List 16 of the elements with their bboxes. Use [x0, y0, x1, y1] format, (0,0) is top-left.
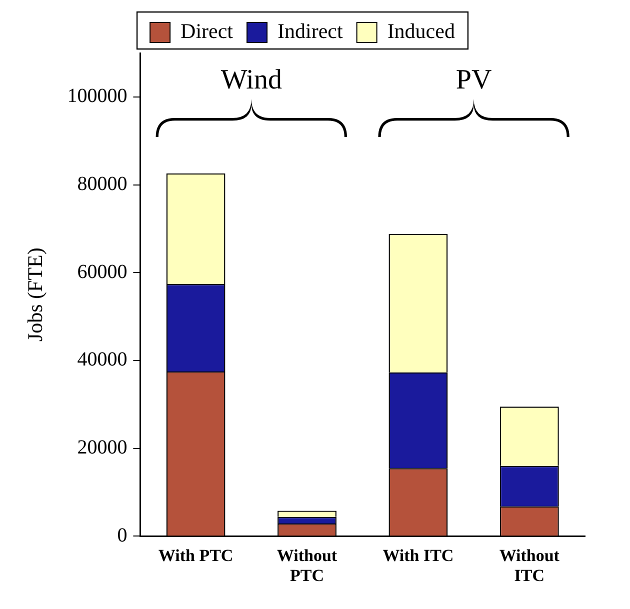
- legend-label: Induced: [387, 19, 456, 44]
- x-tick-label: With PTC: [158, 546, 234, 565]
- y-tick-label: 40000: [77, 348, 128, 371]
- y-tick-label: 0: [117, 524, 128, 546]
- legend-label: Indirect: [278, 19, 343, 44]
- x-tick-label: Without PTC: [276, 546, 338, 586]
- y-tick-label: 80000: [77, 173, 128, 196]
- x-tick-label: With ITC: [382, 546, 454, 565]
- y-tick-label: 100000: [67, 85, 128, 108]
- y-tick-label: 20000: [77, 436, 128, 459]
- y-tick-label: 60000: [77, 260, 128, 283]
- annotation: PV: [456, 64, 492, 96]
- y-axis-title: Jobs (FTE): [23, 248, 48, 342]
- legend-label: Direct: [180, 19, 234, 44]
- annotation: Wind: [220, 64, 282, 96]
- x-tick-label: Without ITC: [499, 546, 560, 586]
